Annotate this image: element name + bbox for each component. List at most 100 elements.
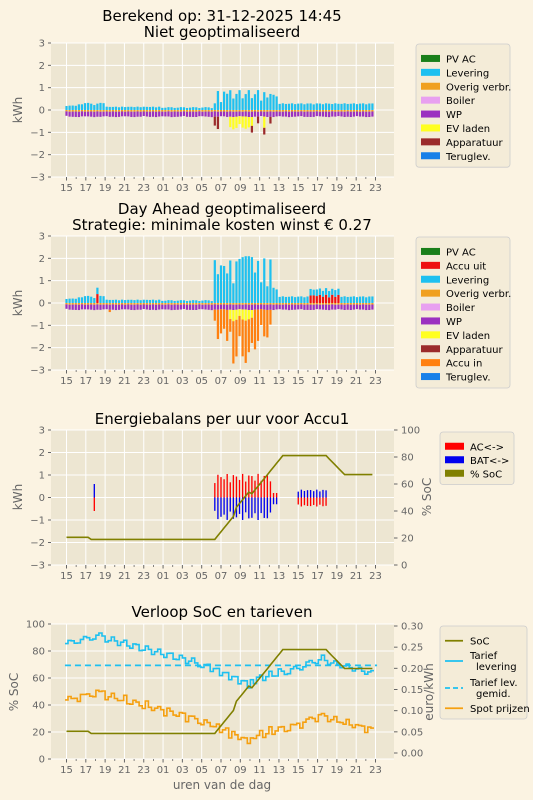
bar-accu-in (244, 320, 247, 363)
bar-overig-verbr (334, 303, 337, 305)
bar-wp (263, 304, 266, 310)
bar-overig-verbr (121, 303, 124, 305)
bar-levering (352, 296, 355, 303)
bar-wp (164, 304, 167, 310)
bar-ev-laden (247, 310, 250, 320)
bar-wp (198, 111, 201, 117)
legend-swatch (421, 289, 440, 297)
bar-wp (269, 304, 272, 310)
bar-levering (235, 93, 238, 110)
bar-wp (182, 111, 186, 116)
bar-levering (117, 107, 121, 110)
bar-levering (355, 297, 359, 303)
bar-overig-verbr (337, 110, 340, 112)
legend-label: Teruglev. (445, 373, 491, 384)
bar-levering (167, 107, 170, 110)
bar-wp (278, 304, 281, 310)
x-tick-label: 19 (99, 571, 112, 582)
bar-wp (136, 111, 139, 117)
bar-overig-verbr (216, 110, 220, 112)
bar-overig-verbr (96, 303, 99, 305)
bar-levering (105, 106, 108, 110)
bar-wp (130, 304, 133, 310)
bar-wp (68, 304, 71, 310)
chart2-x-ticks: 15 17 19 21 23 01 03 05 07 09 11 13 15 17 19 21 23 (60, 370, 382, 387)
y-tick-label: 60 (32, 674, 45, 685)
bar-wp (226, 304, 229, 310)
bar-wp (238, 304, 241, 310)
bar-overig-verbr (232, 110, 235, 112)
bar-levering (281, 103, 284, 110)
bar-wp (324, 111, 328, 117)
bar-wp (266, 304, 269, 310)
bar-wp (358, 304, 362, 310)
bar-levering (281, 296, 284, 303)
bar-overig-verbr (358, 110, 362, 112)
chart-niet-geoptimaliseerd: Berekend op: 31-12-2025 14:45 Niet geopt… (11, 7, 511, 194)
bar-levering (343, 296, 346, 303)
bar-overig-verbr (96, 110, 99, 112)
bar-levering (201, 300, 204, 303)
bar-levering (90, 103, 93, 110)
bar-overig-verbr (337, 303, 340, 305)
x-tick-label: 01 (157, 376, 170, 387)
bar-levering (232, 283, 235, 303)
bar-ac (260, 480, 262, 498)
bar-overig-verbr (238, 110, 241, 112)
bar-accu-in (229, 319, 232, 332)
bar-levering (207, 107, 210, 110)
bar-wp (324, 304, 328, 310)
bar-levering (201, 107, 204, 110)
bar-levering (121, 299, 124, 303)
bar-levering (182, 107, 186, 110)
bar-wp (176, 111, 179, 117)
bar-wp (154, 304, 158, 311)
bar-bat (322, 489, 324, 498)
bar-levering (130, 106, 133, 110)
x-tick-label: 21 (118, 765, 131, 776)
bar-accu-in (232, 321, 235, 364)
chart1-bars (65, 90, 374, 135)
bar-wp (65, 111, 68, 116)
bar-wp (117, 111, 121, 117)
bar-overig-verbr (204, 303, 207, 305)
bar-wp (121, 304, 124, 310)
bar-levering (229, 260, 232, 303)
bar-wp (80, 111, 84, 117)
x-tick-label: 05 (195, 183, 208, 194)
bar-levering (124, 107, 127, 110)
legend-label: Overig verbr. (446, 82, 511, 93)
bar-levering (226, 93, 229, 110)
bar-levering (306, 103, 309, 110)
bar-wp (250, 304, 254, 311)
y-tick-label: −3 (30, 366, 45, 377)
bar-wp (74, 111, 77, 117)
bar-levering (337, 103, 340, 110)
y-tick-label: 1 (39, 276, 45, 287)
bar-wp (219, 304, 223, 310)
bar-accu-in (247, 319, 250, 353)
bar-apparatuur (213, 116, 216, 126)
bar-ac (245, 481, 247, 498)
x-tick-label: 11 (253, 765, 266, 776)
bar-overig-verbr (226, 303, 229, 305)
bar-overig-verbr (204, 110, 207, 112)
legend-label: Apparatuur (446, 345, 504, 356)
bar-wp (318, 111, 321, 117)
legend-label: Levering (446, 68, 489, 79)
bar-overig-verbr (346, 303, 349, 305)
x-tick-label: 05 (195, 571, 208, 582)
bar-overig-verbr (260, 110, 263, 112)
bar-wp (96, 304, 99, 310)
bar-overig-verbr (151, 303, 155, 305)
chart1-x-ticks: 15 17 19 21 23 01 03 05 07 09 11 13 15 17 19 21 23 (60, 177, 382, 194)
legend-swatch (421, 247, 440, 255)
bar-levering (290, 103, 294, 110)
bar-overig-verbr (173, 303, 176, 305)
bar-levering (145, 106, 148, 110)
bar-bat (297, 491, 299, 498)
bar-bat (229, 497, 231, 512)
bar-levering (263, 258, 266, 303)
bar-levering (148, 106, 152, 110)
bar-overig-verbr (287, 110, 291, 112)
